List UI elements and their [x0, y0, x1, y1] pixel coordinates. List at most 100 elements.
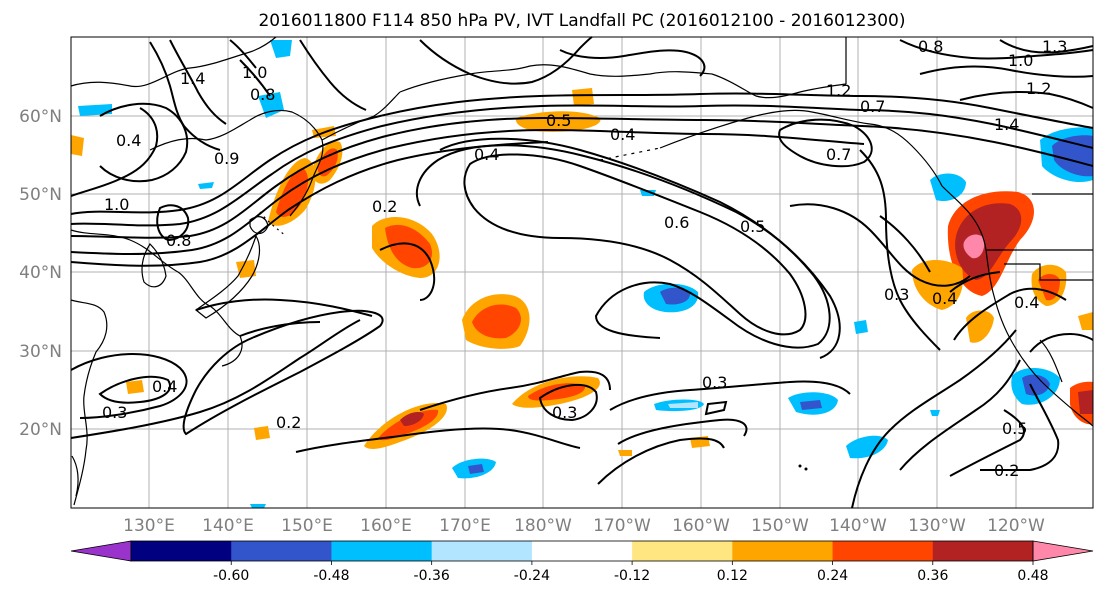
- contour-label: 0.2: [276, 413, 301, 432]
- contour-label: 0.8: [918, 37, 943, 56]
- contour-line: [789, 203, 971, 287]
- contour-line: [239, 59, 271, 97]
- coastlines: [70, 36, 1094, 506]
- contour-label: 1.0: [104, 195, 129, 214]
- contour-label: 0.6: [664, 213, 689, 232]
- lon-label: 170°E: [439, 516, 491, 536]
- coastline-china: [70, 299, 108, 506]
- contour-label: 0.3: [702, 373, 727, 392]
- hawaii-island: [804, 467, 808, 471]
- contour-label: 0.3: [552, 403, 577, 422]
- pv-negative-patch: [1022, 374, 1050, 396]
- contour-line: [295, 427, 581, 453]
- contour-label: 0.3: [102, 403, 127, 422]
- contour-line: [70, 128, 865, 255]
- contour-line: [195, 298, 373, 317]
- coastline-okhotsk: [149, 109, 324, 217]
- contour-label: 0.7: [860, 97, 885, 116]
- contour-line: [70, 92, 1094, 215]
- pv-negative-patch: [640, 190, 656, 196]
- pv-positive-patch: [472, 304, 521, 339]
- contour-label: 0.5: [546, 111, 571, 130]
- pv-positive-patch: [400, 412, 424, 426]
- coastline-alaska-north: [711, 73, 847, 99]
- lon-label: 130°W: [908, 516, 966, 536]
- pv-negative-patch: [854, 320, 868, 334]
- pv-positive-patch: [618, 450, 632, 456]
- coastline-alaska-south: [659, 109, 943, 187]
- contour-line: [99, 102, 189, 183]
- colorbar-tick-label: 0.36: [917, 568, 948, 584]
- contour-label: 1.0: [242, 63, 267, 82]
- pv-negative-patch: [78, 104, 112, 116]
- contour-line: [156, 204, 190, 242]
- pv-positive-patch: [254, 426, 270, 440]
- baja-coast: [1039, 339, 1063, 383]
- coastline-siberia: [70, 36, 277, 88]
- pv-positive-patch: [276, 168, 309, 217]
- latitude-labels: 60°N 50°N 40°N 30°N 20°N: [19, 107, 62, 440]
- contour-label: 0.8: [250, 85, 275, 104]
- colorbar-tick-label: 0.12: [717, 568, 748, 584]
- lon-label: 170°W: [593, 516, 651, 536]
- contour-label: 0.4: [932, 289, 957, 308]
- lon-label: 140°W: [829, 516, 887, 536]
- pv-positive-patch: [317, 148, 338, 177]
- contour-label: 0.2: [994, 461, 1019, 480]
- lon-label: 120°W: [987, 516, 1045, 536]
- pv-negative-patch: [668, 402, 698, 408]
- contour-label: 0.4: [152, 377, 177, 396]
- contour-line: [899, 359, 1021, 471]
- coastline-korea: [141, 243, 167, 288]
- coastline-asia: [70, 229, 243, 367]
- contour-label: 0.7: [826, 145, 851, 164]
- lon-label: 150°E: [281, 516, 333, 536]
- contour-line: [778, 118, 873, 168]
- pv-negative-patch: [660, 287, 690, 305]
- colorbar-segment: [732, 541, 834, 561]
- pv-negative-patch: [930, 410, 940, 416]
- map-frame: [70, 36, 1094, 509]
- colorbar-extend-high: [1032, 540, 1094, 562]
- pv-negative-patch: [258, 92, 284, 118]
- pv-negative-patch: [846, 435, 888, 459]
- contour-line: [149, 41, 221, 151]
- contour-line: [559, 49, 706, 77]
- pv-positive-patch: [1078, 312, 1093, 330]
- colorbar-segment: [531, 541, 633, 561]
- coastline-philippines: [71, 455, 79, 497]
- lat-label: 30°N: [19, 342, 62, 362]
- lat-label: 40°N: [19, 263, 62, 283]
- map-panel: 1.4 0.8 1.0 1.0 0.8 0.9 0.4 0.5 0.4 0.2 …: [70, 36, 1094, 509]
- pv-positive-patch: [515, 111, 601, 132]
- coastline-kamchatka: [321, 91, 401, 141]
- contour-line: [999, 39, 1094, 54]
- coastline-chukotka: [399, 64, 713, 93]
- contour-line: [953, 287, 1067, 341]
- colorbar-tick-label: -0.60: [213, 568, 249, 584]
- figure-title: 2016011800 F114 850 hPa PV, IVT Landfall…: [258, 11, 905, 31]
- contour-line: [899, 39, 1094, 60]
- contour-line: [919, 65, 1094, 78]
- colorbar-segment: [431, 541, 533, 561]
- contour-line: [70, 353, 188, 419]
- contour-line: [419, 36, 593, 85]
- colorbar-segment: [632, 541, 733, 561]
- contour-line: [859, 149, 941, 351]
- contour-line: [439, 137, 831, 349]
- pv-positive-patch: [71, 135, 84, 156]
- colorbar-segment: [131, 541, 232, 561]
- contour-line: [70, 319, 361, 439]
- contour-line: [949, 409, 1025, 477]
- lon-label: 180°W: [514, 516, 572, 536]
- contour-line: [463, 153, 807, 336]
- contour-line: [1029, 332, 1094, 353]
- pv-negative-patch: [468, 464, 484, 474]
- state-borders: [1004, 263, 1093, 281]
- contour-label: 1.2: [826, 81, 851, 100]
- lat-label: 20°N: [19, 420, 62, 440]
- contour-line: [70, 104, 1094, 227]
- contour-label: 0.4: [1014, 293, 1039, 312]
- contour-line: [70, 141, 549, 267]
- contour-line: [169, 39, 227, 125]
